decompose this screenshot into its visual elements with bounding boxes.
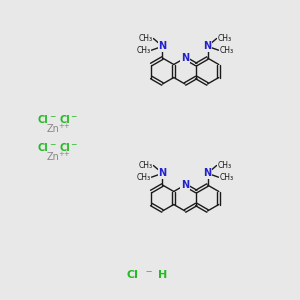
Text: CH₃: CH₃ [138, 34, 152, 43]
Text: N: N [203, 168, 211, 178]
Text: −: − [49, 112, 56, 122]
Text: CH₃: CH₃ [136, 46, 150, 55]
Text: ++: ++ [58, 151, 70, 157]
Text: −: − [143, 268, 155, 277]
Text: N: N [203, 41, 211, 51]
Text: CH₃: CH₃ [220, 173, 234, 182]
Text: N: N [158, 168, 166, 178]
Text: Cl: Cl [38, 115, 49, 125]
Text: −: − [70, 112, 76, 122]
Text: CH₃: CH₃ [218, 34, 232, 43]
Text: CH₃: CH₃ [218, 161, 232, 170]
Text: CH₃: CH₃ [136, 173, 150, 182]
Text: −: − [49, 140, 56, 149]
Text: N: N [181, 53, 189, 63]
Text: CH₃: CH₃ [138, 161, 152, 170]
Text: Cl: Cl [126, 270, 138, 280]
Text: ++: ++ [58, 123, 70, 129]
Text: Cl: Cl [59, 115, 70, 125]
Text: CH₃: CH₃ [220, 46, 234, 55]
Text: Cl: Cl [38, 143, 49, 153]
Text: N: N [158, 41, 166, 51]
Text: H: H [158, 270, 167, 280]
Text: Zn: Zn [47, 124, 60, 134]
Text: Zn: Zn [47, 152, 60, 162]
Text: N: N [181, 180, 189, 190]
Text: −: − [70, 140, 76, 149]
Text: Cl: Cl [59, 143, 70, 153]
